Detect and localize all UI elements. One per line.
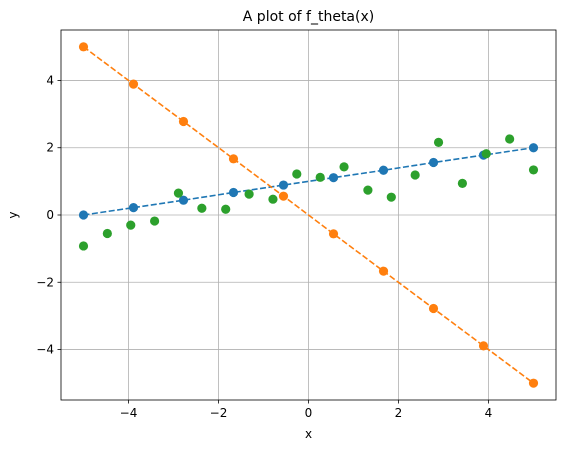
chart-title: A plot of f_theta(x) (243, 9, 374, 25)
y-tick-label: −4 (36, 343, 54, 357)
data-point (78, 241, 89, 251)
data-point (528, 378, 539, 388)
data-point (481, 149, 491, 159)
ticks: −4 −2 0 2 4 −4 −2 0 2 4 (36, 73, 492, 420)
y-tick-label: 4 (46, 73, 54, 87)
data-point (244, 189, 254, 199)
series-2-line (83, 46, 534, 384)
data-point (428, 157, 439, 168)
y-tick-label: 0 (46, 208, 54, 222)
data-point (478, 341, 489, 351)
data-point (178, 116, 189, 127)
data-point (102, 228, 112, 239)
x-tick-label: 4 (485, 406, 493, 420)
data-point (278, 180, 289, 190)
x-tick-label: −2 (210, 406, 228, 420)
data-point (173, 188, 184, 198)
x-tick-label: 2 (395, 406, 403, 420)
data-point (339, 162, 349, 172)
data-point (386, 192, 396, 202)
series-layer (78, 42, 539, 388)
series-2 (78, 42, 539, 388)
data-point (178, 195, 189, 205)
data-point (128, 203, 139, 213)
y-axis-label: y (6, 211, 20, 218)
data-point (378, 266, 389, 276)
x-tick-label: 0 (305, 406, 313, 420)
data-point (528, 143, 539, 153)
data-point (228, 187, 239, 198)
x-axis-label: x (305, 427, 312, 441)
x-tick-label: −4 (120, 406, 138, 420)
data-point (126, 220, 136, 230)
data-point (428, 303, 439, 314)
data-point (128, 79, 139, 89)
data-point (228, 154, 239, 164)
data-point (328, 173, 339, 183)
data-point (150, 216, 160, 226)
series-3 (78, 134, 539, 251)
y-tick-label: 2 (46, 141, 54, 155)
data-point (378, 165, 389, 175)
data-point (315, 172, 325, 182)
data-point (363, 185, 373, 195)
data-point (528, 165, 539, 175)
data-point (278, 191, 289, 201)
grid (61, 30, 556, 400)
data-point (457, 178, 467, 188)
data-point (197, 203, 207, 213)
data-point (410, 170, 420, 180)
data-point (78, 42, 89, 52)
data-point (328, 229, 339, 239)
y-tick-label: −2 (36, 275, 54, 289)
data-point (292, 169, 302, 179)
data-point (505, 134, 515, 144)
series-1-line (83, 146, 534, 216)
data-point (433, 137, 444, 147)
data-point (268, 194, 278, 204)
data-point (78, 210, 89, 220)
data-point (221, 204, 231, 214)
